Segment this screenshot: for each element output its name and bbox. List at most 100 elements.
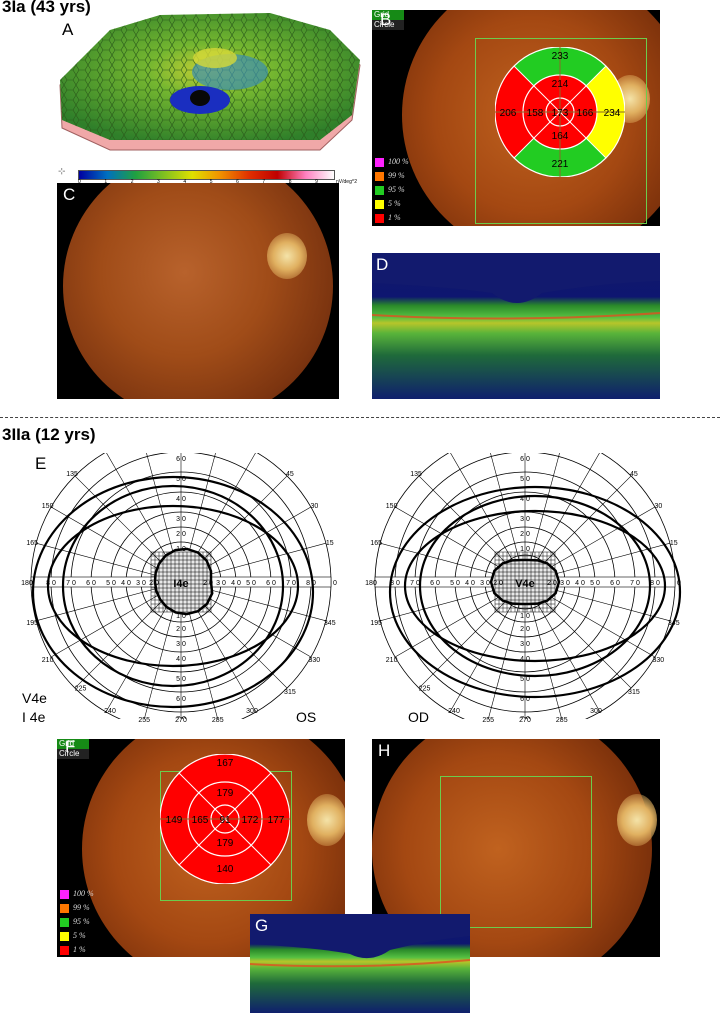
panel-label-h: H [378, 741, 391, 760]
axis-number: 7 0 [66, 580, 76, 587]
axis-number: 6 0 [266, 580, 276, 587]
angle-label: 270 [175, 717, 187, 724]
grid-spoke [524, 453, 560, 583]
radial-number: 3 0 [520, 641, 530, 648]
radial-number: 2 0 [520, 626, 530, 633]
angle-label: 240 [448, 708, 460, 715]
angle-label: 15 [326, 540, 334, 547]
tick: 0 [78, 179, 81, 185]
section-divider [0, 417, 720, 418]
visual-field-od: 8 0 7 0 6 0 5 0 4 0 3 0 2 0 2 0 3 0 4 0 5 0 6 0 7 0 8… [365, 453, 682, 724]
radial-number: 1 0 [176, 613, 186, 620]
tick: 6 [236, 179, 239, 185]
ring-plot-b: 233 214 206 158 173 166 234 164 221 [495, 47, 625, 177]
value-center: 173 [552, 108, 569, 119]
legend-item: 5 % [375, 197, 409, 211]
radial-number: 7 0 [520, 716, 530, 723]
radial-number: 6 0 [520, 456, 530, 463]
legend-f: 100 % 99 % 95 % 5 % 1 % [60, 887, 94, 957]
legend-item: 1 % [375, 211, 409, 225]
radial-number: 6 0 [520, 696, 530, 703]
angle-label: 240 [104, 708, 116, 715]
radial-number: 4 0 [176, 496, 186, 503]
axis-number: 5 0 [450, 580, 460, 587]
tick: 7 [262, 179, 266, 185]
angle-label: 45 [286, 471, 294, 478]
isopter-i4e [489, 558, 561, 606]
section-title-3ia: 3Ia (43 yrs) [2, 0, 91, 16]
value-inner-right: 172 [242, 815, 259, 826]
panel-b: Grid Circle B 233 214 206 158 173 166 234… [372, 10, 660, 226]
angle-label: 330 [309, 657, 321, 664]
ring-plot-f: 167 179 149 165 91 172 177 179 140 [160, 754, 290, 884]
isopter-v4e [61, 484, 285, 688]
angle-label: 345 [324, 620, 336, 627]
panel-e: E 8 0 7 0 6 0 5 0 4 0 3 0 2 0 2 0 3 0 4 0 5 0 6 0 7 … [0, 450, 720, 732]
panel-a: A 0 1 2 3 4 5 6 7 8 9 nV/deg^2 ⊹ [40, 8, 370, 193]
angle-label: 270 [519, 717, 531, 724]
legend-item: 99 % [60, 901, 94, 915]
value-inner-bottom: 164 [552, 131, 569, 142]
panel-label-g: G [255, 916, 269, 935]
grid-tab[interactable]: Grid Circle [372, 10, 404, 30]
isopter-v4e [403, 509, 667, 663]
oct-foveal-dip [250, 914, 470, 968]
value-bottom: 221 [552, 159, 569, 170]
legend-item: 95 % [375, 183, 409, 197]
radial-number: 1 0 [520, 613, 530, 620]
optic-disc [267, 233, 307, 279]
angle-label: 150 [386, 503, 398, 510]
axis-number: 4 0 [465, 580, 475, 587]
value-inner-left: 165 [192, 815, 209, 826]
angle-label: 165 [26, 540, 38, 547]
isopter-v4e [46, 504, 300, 668]
angle-label: 285 [556, 717, 568, 724]
legend-label: 1 % [73, 945, 86, 954]
legend-label: 95 % [73, 917, 90, 926]
angle-label: 315 [284, 689, 296, 696]
radial-number: 3 0 [176, 516, 186, 523]
axis-number: 7 0 [286, 580, 296, 587]
section-title-3iia: 3IIa (12 yrs) [2, 425, 96, 444]
angle-label: 255 [482, 717, 494, 724]
radial-number: 5 0 [176, 476, 186, 483]
angle-label: 225 [75, 685, 87, 692]
isopter-v4e [31, 475, 315, 709]
angle-label: 285 [212, 717, 224, 724]
value-inner-left: 158 [527, 108, 544, 119]
value-left: 206 [500, 108, 517, 119]
angle-label: 345 [668, 620, 680, 627]
axis-number: 8 0 [650, 580, 660, 587]
axis-number: 7 0 [630, 580, 640, 587]
angle-label: 315 [628, 689, 640, 696]
panel-label-e: E [35, 454, 47, 473]
value-inner-top: 179 [217, 788, 234, 799]
angle-label: 225 [419, 685, 431, 692]
mferg-3d-plot [59, 13, 361, 151]
radial-number: 5 0 [176, 676, 186, 683]
grid-spoke [490, 453, 526, 583]
legend-label: 100 % [388, 157, 409, 166]
tick: 1 [104, 179, 108, 185]
axis-number: 2 0 [547, 580, 557, 587]
angle-label: 15 [670, 540, 678, 547]
center-isopter-label: V4e [515, 578, 535, 590]
axis-number: 5 0 [590, 580, 600, 587]
value-inner-right: 166 [577, 108, 594, 119]
tick: 8 [288, 179, 292, 185]
value-center: 91 [219, 815, 231, 826]
axis-number: 4 0 [575, 580, 585, 587]
fundus-image [63, 183, 333, 399]
axis-number: 3 0 [480, 580, 490, 587]
grid-tab[interactable]: Grid Circle [57, 739, 89, 759]
grid-spoke [524, 581, 563, 719]
legend-label: 5 % [388, 199, 401, 208]
radial-number: 6 0 [176, 456, 186, 463]
grid-spoke [487, 581, 526, 719]
axis-number: 8 0 [390, 580, 400, 587]
grid-tab-label: Grid [57, 739, 89, 749]
radial-number: 5 0 [520, 476, 530, 483]
angle-label: 135 [66, 471, 78, 478]
axis-number: 7 0 [410, 580, 420, 587]
